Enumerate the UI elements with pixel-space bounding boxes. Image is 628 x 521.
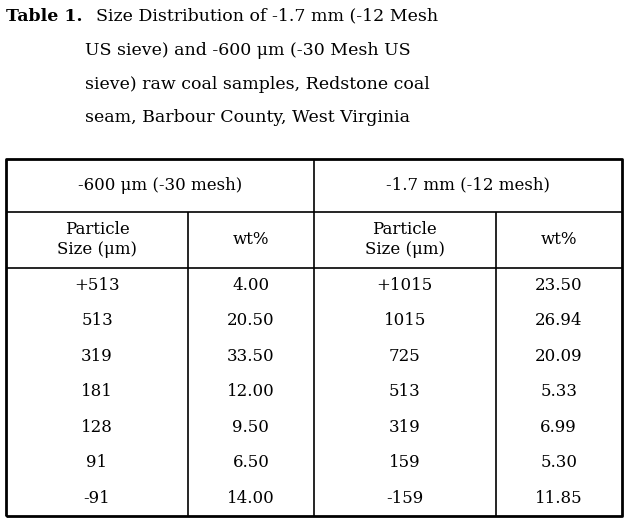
Text: 159: 159 [389, 454, 421, 471]
Text: 26.94: 26.94 [535, 313, 582, 329]
Text: +513: +513 [74, 277, 120, 294]
Text: 91: 91 [87, 454, 107, 471]
Text: 33.50: 33.50 [227, 348, 274, 365]
Text: 725: 725 [389, 348, 421, 365]
Text: 23.50: 23.50 [535, 277, 582, 294]
Text: 181: 181 [81, 383, 113, 400]
Text: 513: 513 [389, 383, 421, 400]
Text: Particle
Size (μm): Particle Size (μm) [57, 221, 137, 258]
Text: 128: 128 [81, 419, 113, 436]
Text: seam, Barbour County, West Virginia: seam, Barbour County, West Virginia [85, 109, 410, 127]
Text: wt%: wt% [540, 231, 577, 248]
Text: -159: -159 [386, 490, 423, 506]
Text: 4.00: 4.00 [232, 277, 269, 294]
Text: 5.30: 5.30 [540, 454, 577, 471]
Text: -1.7 mm (-12 mesh): -1.7 mm (-12 mesh) [386, 177, 550, 194]
Text: wt%: wt% [232, 231, 269, 248]
Text: 6.50: 6.50 [232, 454, 269, 471]
Text: 20.50: 20.50 [227, 313, 274, 329]
Text: 14.00: 14.00 [227, 490, 275, 506]
Text: 5.33: 5.33 [540, 383, 577, 400]
Text: sieve) raw coal samples, Redstone coal: sieve) raw coal samples, Redstone coal [85, 76, 430, 93]
Text: US sieve) and -600 μm (-30 Mesh US: US sieve) and -600 μm (-30 Mesh US [85, 42, 411, 59]
Text: 6.99: 6.99 [540, 419, 577, 436]
Text: 513: 513 [81, 313, 113, 329]
Text: 20.09: 20.09 [535, 348, 582, 365]
Text: +1015: +1015 [377, 277, 433, 294]
Text: Table 1.: Table 1. [6, 8, 83, 25]
Text: 319: 319 [81, 348, 113, 365]
Text: 11.85: 11.85 [535, 490, 582, 506]
Text: -600 μm (-30 mesh): -600 μm (-30 mesh) [78, 177, 242, 194]
Text: 319: 319 [389, 419, 421, 436]
Text: Size Distribution of -1.7 mm (-12 Mesh: Size Distribution of -1.7 mm (-12 Mesh [85, 8, 438, 25]
Text: Particle
Size (μm): Particle Size (μm) [365, 221, 445, 258]
Text: 12.00: 12.00 [227, 383, 275, 400]
Text: 9.50: 9.50 [232, 419, 269, 436]
Text: -91: -91 [84, 490, 111, 506]
Text: 1015: 1015 [384, 313, 426, 329]
